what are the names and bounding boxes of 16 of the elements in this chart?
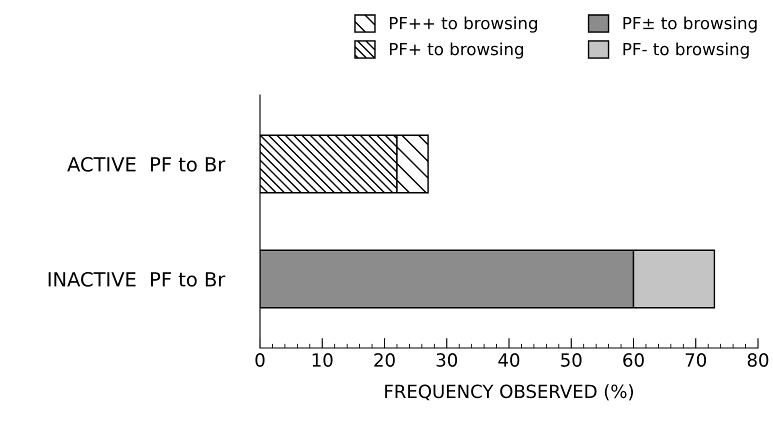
y-tick-label: ACTIVE PF to Br	[67, 156, 226, 172]
x-tick-label: 10	[312, 353, 333, 367]
x-tick-label: 0	[255, 353, 265, 367]
x-tick-label: 70	[686, 353, 706, 367]
y-tick-label: INACTIVE PF to Br	[48, 272, 226, 287]
x-tick-label: 60	[623, 353, 644, 367]
legend-label: PF++ to browsing	[390, 16, 538, 33]
x-tick-label: 80	[748, 353, 768, 367]
x-tick-label: 40	[498, 353, 520, 367]
legend-label: PF± to browsing	[624, 16, 757, 33]
x-tick-label: 20	[374, 353, 395, 367]
x-tick-label: 50	[561, 353, 582, 367]
legend-label: PF+ to browsing	[390, 42, 524, 59]
x-axis-title: FREQUENCY OBSERVED (%)	[385, 384, 633, 400]
legend-label: PF- to browsing	[624, 42, 749, 59]
x-tick-label: 30	[436, 353, 458, 367]
